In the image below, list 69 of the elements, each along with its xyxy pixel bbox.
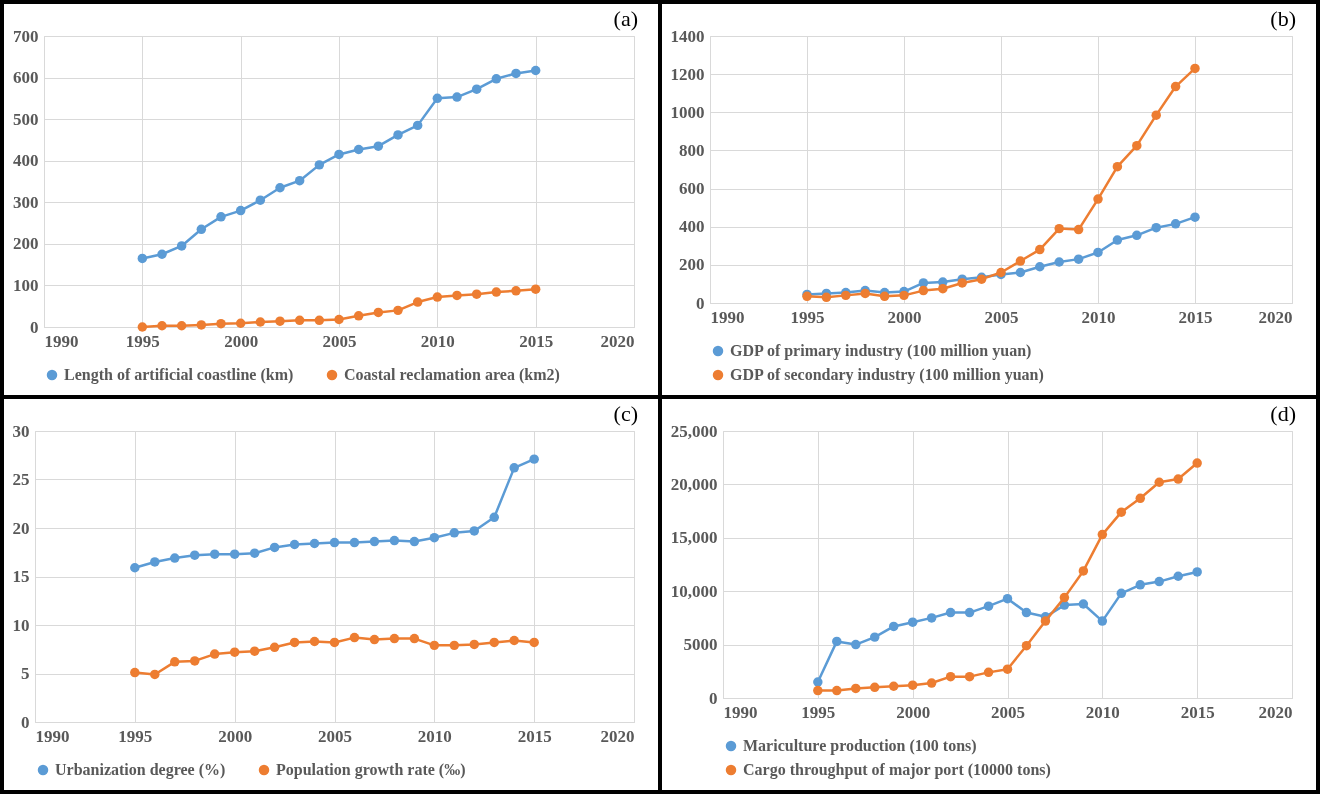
y-tick-label: 20,000 <box>670 474 718 494</box>
y-tick-label: 600 <box>13 68 39 88</box>
legend-label: Urbanization degree (%) <box>55 761 226 779</box>
y-tick-label: 25,000 <box>670 421 718 441</box>
y-tick-label: 10 <box>12 615 30 635</box>
y-tick-label: 1000 <box>670 102 705 122</box>
chart-title: (a) <box>613 6 638 31</box>
chart-title: (c) <box>613 401 638 426</box>
x-tick-label: 2000 <box>896 702 931 722</box>
x-tick-label: 1995 <box>801 702 836 722</box>
x-tick-label: 2005 <box>984 307 1019 327</box>
y-tick-label: 100 <box>13 275 39 295</box>
x-tick-label: 2015 <box>519 331 554 351</box>
y-tick-label: 300 <box>13 192 39 212</box>
x-tick-label: 2010 <box>417 726 452 746</box>
y-tick-label: 700 <box>13 26 39 46</box>
x-tick-label: 1990 <box>723 702 758 722</box>
legend-label: Population growth rate (‰) <box>276 761 466 779</box>
x-tick-label: 2015 <box>1180 702 1215 722</box>
legend-label: GDP of primary industry (100 million yuan) <box>730 342 1032 360</box>
y-tick-label: 500 <box>13 109 39 129</box>
x-tick-label: 2005 <box>322 331 357 351</box>
y-tick-label: 20 <box>12 518 30 538</box>
x-tick-label: 2000 <box>224 331 259 351</box>
x-tick-label: 2005 <box>991 702 1025 722</box>
x-tick-label: 2015 <box>517 726 552 746</box>
y-tick-label: 0 <box>30 317 39 337</box>
y-tick-label: 600 <box>679 179 705 199</box>
y-tick-label: 15,000 <box>670 528 718 548</box>
x-tick-label: 2005 <box>318 726 352 746</box>
y-tick-label: 10,000 <box>670 581 718 601</box>
legend-label: Length of artificial coastline (km) <box>64 366 294 384</box>
y-tick-label: 5 <box>21 664 30 683</box>
y-tick-label: 400 <box>13 151 39 171</box>
y-tick-label: 0 <box>696 293 705 313</box>
legend-label: Coastal reclamation area (km2) <box>344 366 560 384</box>
x-tick-label: 2020 <box>600 726 635 746</box>
y-tick-label: 200 <box>13 234 39 254</box>
x-tick-label: 2010 <box>420 331 455 351</box>
x-tick-label: 2020 <box>1258 702 1293 722</box>
x-tick-label: 1990 <box>710 307 745 327</box>
x-tick-label: 2000 <box>887 307 922 327</box>
x-tick-label: 2000 <box>218 726 253 746</box>
x-tick-label: 2015 <box>1178 307 1213 327</box>
x-tick-label: 1990 <box>35 726 70 746</box>
x-tick-label: 1995 <box>125 331 160 351</box>
x-tick-label: 1995 <box>118 726 153 746</box>
y-tick-label: 30 <box>12 421 30 441</box>
y-tick-label: 400 <box>679 217 705 237</box>
y-tick-label: 5000 <box>683 635 718 655</box>
y-tick-label: 800 <box>679 140 705 160</box>
y-tick-label: 0 <box>21 712 30 732</box>
legend-label: GDP of secondary industry (100 million yuan) <box>730 366 1044 384</box>
chart-title: (b) <box>1270 6 1296 31</box>
y-tick-label: 1200 <box>670 64 705 84</box>
x-tick-label: 1990 <box>44 331 79 351</box>
x-tick-label: 2020 <box>1258 307 1293 327</box>
y-tick-label: 15 <box>12 567 30 586</box>
legend-label: Mariculture production (100 tons) <box>743 737 977 755</box>
y-tick-label: 1400 <box>670 26 705 46</box>
chart-title: (d) <box>1270 401 1296 426</box>
x-tick-label: 2020 <box>600 331 635 351</box>
y-tick-label: 25 <box>12 470 30 489</box>
x-tick-label: 2010 <box>1081 307 1116 327</box>
x-tick-label: 2010 <box>1085 702 1120 722</box>
y-tick-label: 0 <box>709 688 718 708</box>
y-tick-label: 200 <box>679 255 705 275</box>
x-tick-label: 1995 <box>790 307 825 327</box>
legend-label: Cargo throughput of major port (10000 tons) <box>743 761 1051 779</box>
